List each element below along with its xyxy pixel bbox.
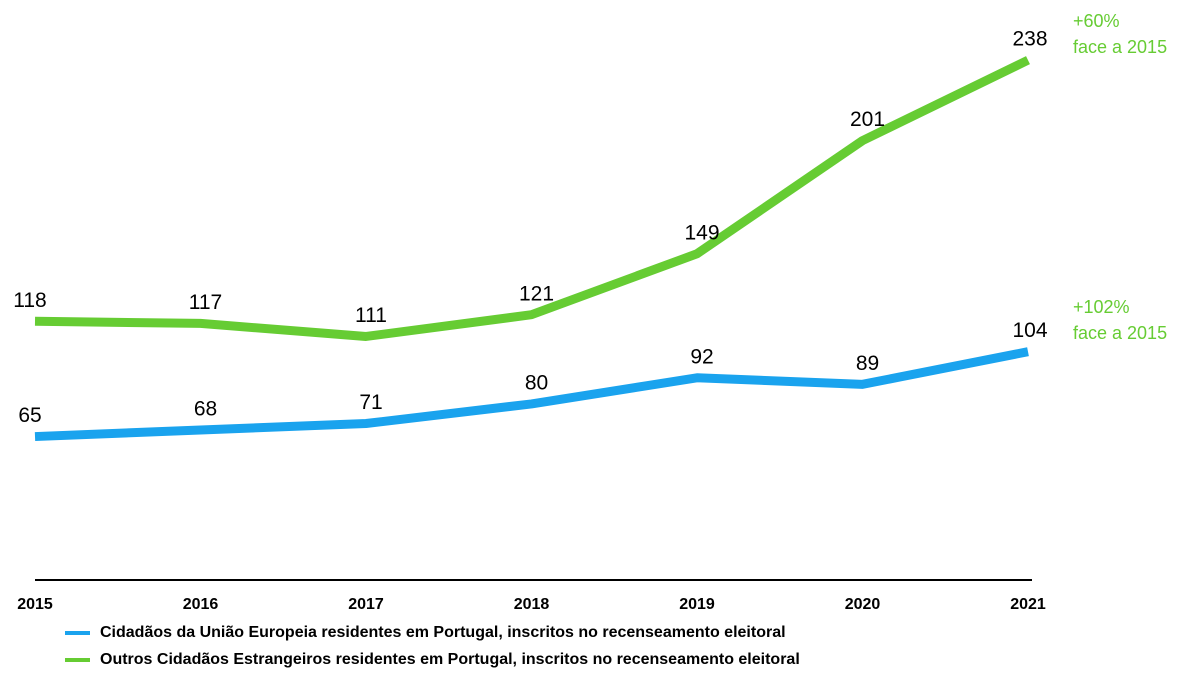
x-tick-label: 2017 (348, 596, 384, 613)
x-tick-label: 2015 (17, 596, 53, 613)
legend-label: Cidadãos da União Europeia residentes em… (100, 624, 786, 641)
data-label: 104 (1012, 319, 1047, 342)
data-label: 201 (850, 108, 885, 131)
data-label: 238 (1012, 28, 1047, 51)
data-label: 117 (189, 291, 222, 314)
series-line (34, 347, 1029, 442)
data-label: 65 (18, 404, 41, 427)
annotation: face a 2015 (1073, 323, 1167, 343)
data-label: 118 (13, 289, 46, 312)
data-label: 68 (194, 398, 217, 421)
x-tick-label: 2016 (183, 596, 219, 613)
data-label: 92 (690, 345, 713, 368)
data-label: 111 (355, 304, 387, 327)
annotation: +60% (1073, 11, 1120, 31)
annotation: face a 2015 (1073, 37, 1167, 57)
x-tick-label: 2020 (845, 596, 881, 613)
data-label: 149 (684, 221, 719, 244)
series-line (34, 56, 1030, 341)
x-tick-label: 2019 (679, 596, 715, 613)
legend-label: Outros Cidadãos Estrangeiros residentes … (100, 651, 800, 668)
data-label: 121 (519, 282, 554, 305)
data-label: 71 (359, 391, 382, 414)
data-label: 89 (856, 352, 879, 375)
x-tick-label: 2018 (514, 596, 550, 613)
data-label: 80 (525, 371, 548, 394)
annotation: +102% (1073, 297, 1130, 317)
x-tick-label: 2021 (1010, 596, 1046, 613)
